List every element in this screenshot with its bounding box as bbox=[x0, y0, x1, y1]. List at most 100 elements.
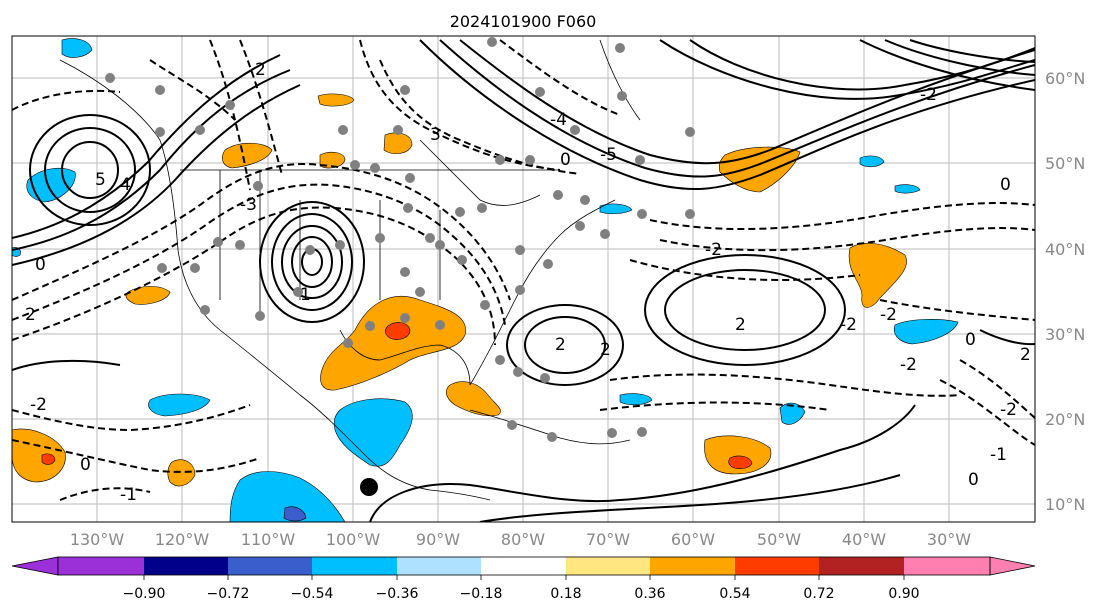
positive-anomaly-mexico bbox=[167, 459, 196, 487]
contour-label: -1 bbox=[120, 485, 137, 505]
lat-label: 20°N bbox=[1045, 410, 1085, 429]
colorbar-tick: 0.90 bbox=[888, 586, 919, 602]
longitude-labels: 130°W 120°W 110°W 100°W 90°W 80°W 70°W 6… bbox=[70, 530, 971, 549]
lon-label: 120°W bbox=[155, 530, 210, 549]
lon-label: 70°W bbox=[586, 530, 630, 549]
colorbar-tick: −0.18 bbox=[460, 586, 503, 602]
lon-label: 60°W bbox=[671, 530, 715, 549]
map-frame bbox=[11, 35, 1036, 523]
contour-label: 2 bbox=[555, 335, 566, 355]
contour-label: -1 bbox=[990, 445, 1007, 465]
colorbar-bin bbox=[904, 557, 990, 575]
positive-anomaly-canada3 bbox=[383, 132, 413, 154]
strong-neg-eastpac bbox=[283, 506, 307, 522]
contour-label: -2 bbox=[880, 305, 897, 325]
colorbar-tick: 0.18 bbox=[550, 586, 581, 602]
contour-label: 0 bbox=[965, 330, 976, 350]
lon-label: 50°W bbox=[757, 530, 801, 549]
lon-label: 130°W bbox=[70, 530, 125, 549]
negative-anomaly-mid4 bbox=[859, 155, 885, 168]
colorbar-tick: 0.72 bbox=[803, 586, 834, 602]
colorbar-bin bbox=[228, 557, 312, 575]
colorbar-tick: −0.54 bbox=[291, 586, 334, 602]
colorbar-tick: 0.36 bbox=[634, 586, 665, 602]
negative-anomaly-mid2 bbox=[779, 402, 806, 425]
lat-label: 10°N bbox=[1045, 495, 1085, 514]
shaded-anomalies bbox=[12, 38, 959, 522]
lat-label: 30°N bbox=[1045, 325, 1085, 344]
colorbar-tick: −0.72 bbox=[207, 586, 250, 602]
contour-label: 0 bbox=[968, 470, 979, 490]
contour-label: -2 bbox=[30, 395, 47, 415]
map-title: 2024101900 F060 bbox=[450, 12, 597, 31]
colorbar-bin bbox=[58, 557, 144, 575]
colorbar-extend-low bbox=[11, 556, 59, 576]
negative-anomaly-gulfmex bbox=[333, 398, 413, 467]
contour-label: 2 bbox=[1020, 345, 1031, 365]
positive-anomaly-caribbean bbox=[446, 381, 501, 417]
latitude-labels: 60°N 50°N 40°N 30°N 20°N 10°N bbox=[1045, 69, 1085, 514]
positive-anomaly-atlantic bbox=[704, 435, 772, 475]
positive-anomaly-canada4 bbox=[317, 93, 355, 107]
strong-anomaly-westpac bbox=[41, 453, 56, 465]
colorbar-bin bbox=[650, 557, 735, 575]
black-station-marker bbox=[360, 478, 378, 496]
lat-label: 60°N bbox=[1045, 69, 1085, 88]
positive-anomaly-canada1 bbox=[222, 142, 273, 169]
positive-anomaly-pacific bbox=[125, 286, 171, 305]
colorbar-tick: −0.36 bbox=[376, 586, 419, 602]
contour-label: 4 bbox=[120, 175, 131, 195]
negative-anomaly-eastpac bbox=[229, 471, 346, 522]
contour-label: 0 bbox=[1000, 175, 1011, 195]
colorbar-bin bbox=[566, 557, 650, 575]
contour-label: -3 bbox=[240, 195, 257, 215]
negative-anomaly-mid6 bbox=[599, 203, 633, 215]
lon-label: 90°W bbox=[416, 530, 460, 549]
contour-label: -5 bbox=[600, 145, 617, 165]
contours-dashed bbox=[12, 39, 1035, 501]
contour-label: -2 bbox=[840, 315, 857, 335]
contours-solid bbox=[12, 39, 1035, 522]
strong-anomaly-gulf bbox=[384, 322, 411, 340]
contour-label: 0 bbox=[35, 255, 46, 275]
contour-label: -4 bbox=[550, 110, 567, 130]
contour-label: -2 bbox=[900, 355, 917, 375]
contour-label: 2 bbox=[25, 305, 36, 325]
colorbar-extend-high bbox=[989, 556, 1036, 576]
contour-label: 2 bbox=[600, 340, 611, 360]
colorbar-bin bbox=[397, 557, 481, 575]
lon-label: 40°W bbox=[842, 530, 886, 549]
positive-anomaly-midatlantic bbox=[848, 242, 907, 308]
station-dots bbox=[105, 37, 695, 442]
lon-label: 110°W bbox=[241, 530, 296, 549]
contour-label: 2 bbox=[255, 60, 266, 80]
lon-label: 80°W bbox=[501, 530, 545, 549]
lat-label: 40°N bbox=[1045, 240, 1085, 259]
contour-label: 0 bbox=[560, 150, 571, 170]
lon-label: 30°W bbox=[927, 530, 971, 549]
colorbar-bin bbox=[144, 557, 228, 575]
positive-anomaly-canada2 bbox=[319, 151, 346, 169]
map-area bbox=[12, 36, 1035, 522]
negative-anomaly-mid3 bbox=[619, 393, 653, 406]
contour-label: -2 bbox=[920, 85, 937, 105]
lon-label: 100°W bbox=[326, 530, 381, 549]
negative-anomaly-mid1 bbox=[893, 319, 959, 345]
negative-anomaly-mid5 bbox=[894, 184, 921, 194]
contour-label: 0 bbox=[80, 455, 91, 475]
colorbar-tick: −0.90 bbox=[123, 586, 166, 602]
contour-label: -2 bbox=[705, 240, 722, 260]
lat-label: 50°N bbox=[1045, 154, 1085, 173]
contour-labels: 0 2 -2 4 5 -5 -4 -3 3 -1 1 0 2 -2 2 -2 -… bbox=[25, 60, 1031, 505]
coastlines bbox=[59, 39, 641, 501]
colorbar-bin bbox=[735, 557, 819, 575]
positive-anomaly-gulf bbox=[320, 296, 466, 391]
negative-anomaly-pacific2 bbox=[148, 393, 211, 417]
contour-label: 5 bbox=[95, 170, 106, 190]
strong-anomaly-atlantic bbox=[728, 455, 753, 469]
colorbar-bin bbox=[312, 557, 397, 575]
contour-label: 2 bbox=[735, 315, 746, 335]
contour-label: 3 bbox=[430, 125, 441, 145]
colorbar-bin bbox=[819, 557, 904, 575]
